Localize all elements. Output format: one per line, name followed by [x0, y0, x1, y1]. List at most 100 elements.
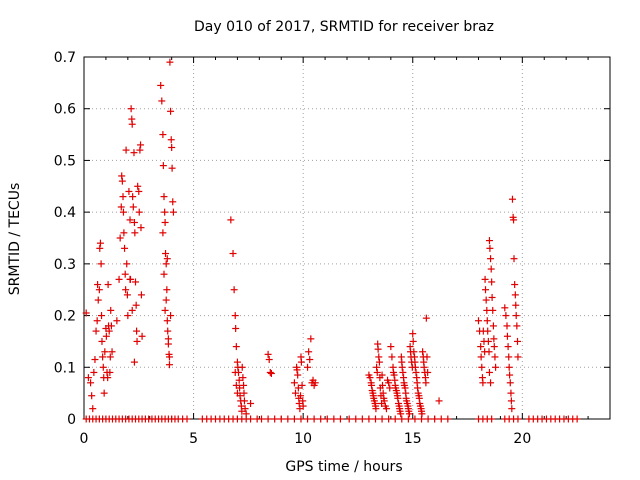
- data-point: [488, 293, 496, 301]
- data-point: [123, 260, 131, 268]
- data-point: [298, 381, 306, 389]
- data-point: [160, 270, 168, 278]
- chart-title: Day 010 of 2017, SRMTID for receiver bra…: [194, 19, 494, 35]
- data-point: [137, 224, 145, 232]
- data-point: [345, 415, 353, 423]
- x-axis-label: GPS time / hours: [285, 459, 402, 475]
- data-point: [247, 399, 255, 407]
- data-point: [183, 415, 191, 423]
- data-point: [487, 379, 495, 387]
- data-point: [105, 327, 113, 335]
- data-point: [231, 368, 239, 376]
- data-point: [277, 415, 285, 423]
- data-point: [358, 415, 366, 423]
- data-point: [120, 229, 128, 237]
- data-point: [239, 374, 247, 382]
- data-point: [162, 260, 170, 268]
- data-point: [291, 389, 299, 397]
- y-axis-label: SRMTID / TECUs: [7, 183, 23, 296]
- data-point: [163, 255, 171, 263]
- data-point: [94, 281, 102, 289]
- data-point: [122, 286, 130, 294]
- data-point: [133, 337, 141, 345]
- data-point: [132, 278, 140, 286]
- data-point: [510, 255, 518, 263]
- data-point: [135, 208, 143, 216]
- data-point: [505, 363, 513, 371]
- data-point: [101, 348, 109, 356]
- data-point: [311, 379, 319, 387]
- data-point: [317, 415, 325, 423]
- data-point: [117, 203, 125, 211]
- data-point: [165, 353, 173, 361]
- data-point: [397, 410, 405, 418]
- data-point: [368, 381, 376, 389]
- grid: [84, 57, 610, 419]
- data-point: [106, 368, 114, 376]
- data-point: [240, 397, 248, 405]
- data-point: [485, 237, 493, 245]
- data-point: [232, 343, 240, 351]
- data-point: [108, 348, 116, 356]
- data-points: [82, 58, 581, 423]
- data-point: [93, 317, 101, 325]
- data-point: [514, 415, 522, 423]
- data-point: [135, 187, 143, 195]
- x-tick-label: 10: [294, 431, 312, 447]
- data-point: [290, 415, 298, 423]
- data-point: [169, 208, 177, 216]
- data-point: [247, 415, 255, 423]
- data-point: [380, 397, 388, 405]
- data-point: [487, 255, 495, 263]
- data-point: [98, 312, 106, 320]
- data-point: [410, 348, 418, 356]
- data-point: [431, 415, 439, 423]
- data-point: [129, 203, 137, 211]
- data-point: [490, 343, 498, 351]
- data-point: [304, 415, 312, 423]
- data-point: [387, 343, 395, 351]
- data-point: [94, 296, 102, 304]
- data-point: [404, 415, 412, 423]
- data-point: [488, 415, 496, 423]
- data-point: [391, 415, 399, 423]
- data-point: [241, 405, 249, 413]
- data-point: [487, 265, 495, 273]
- x-tick-label: 15: [404, 431, 422, 447]
- data-point: [492, 363, 500, 371]
- data-point: [409, 337, 417, 345]
- data-point: [378, 415, 386, 423]
- data-point: [388, 353, 396, 361]
- data-point: [130, 218, 138, 226]
- data-point: [130, 149, 138, 157]
- data-point: [411, 415, 419, 423]
- data-point: [267, 369, 275, 377]
- data-point: [121, 244, 129, 252]
- data-point: [477, 343, 485, 351]
- data-point: [489, 306, 497, 314]
- data-point: [394, 394, 402, 402]
- x-tick-label: 20: [513, 431, 531, 447]
- y-tick-label: 0.7: [54, 50, 76, 66]
- data-point: [99, 353, 107, 361]
- data-point: [97, 260, 105, 268]
- data-point: [514, 337, 522, 345]
- data-point: [489, 322, 497, 330]
- plot-frame: [83, 56, 611, 420]
- data-point: [240, 389, 248, 397]
- data-point: [352, 415, 360, 423]
- data-point: [374, 345, 382, 353]
- data-point: [401, 384, 409, 392]
- data-point: [161, 218, 169, 226]
- data-point: [169, 198, 177, 206]
- data-point: [271, 415, 279, 423]
- data-point: [482, 296, 490, 304]
- data-point: [132, 301, 140, 309]
- data-point: [512, 312, 520, 320]
- data-point: [164, 335, 172, 343]
- data-point: [166, 58, 174, 66]
- data-point: [399, 368, 407, 376]
- data-point: [100, 389, 108, 397]
- data-point: [304, 363, 312, 371]
- data-point: [307, 335, 315, 343]
